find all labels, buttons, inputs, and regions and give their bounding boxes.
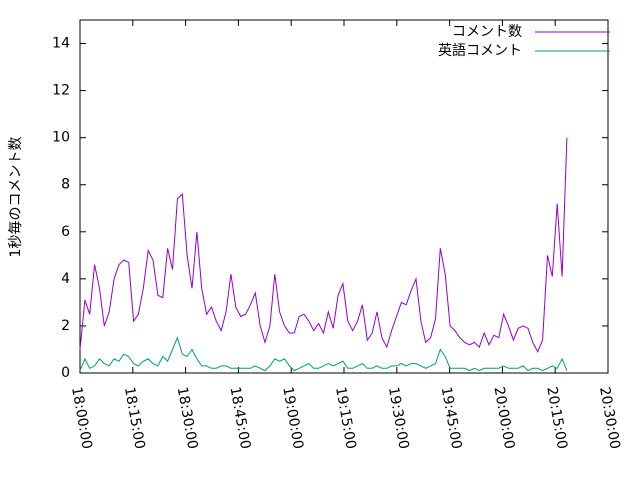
y-tick-label: 0 <box>61 365 70 381</box>
x-tick-label: 20:15:00 <box>543 386 570 451</box>
legend-label: コメント数 <box>452 24 522 40</box>
series-line <box>79 336 568 372</box>
x-tick-label: 18:00:00 <box>68 386 95 451</box>
y-tick-label: 4 <box>61 271 70 287</box>
x-tick-label: 18:45:00 <box>227 386 254 451</box>
y-tick-label: 14 <box>52 36 70 52</box>
y-tick-label: 6 <box>61 224 70 240</box>
x-tick-label: 20:30:00 <box>596 386 623 451</box>
x-tick-label: 19:15:00 <box>332 386 359 451</box>
y-tick-label: 10 <box>52 130 70 146</box>
x-tick-label: 20:00:00 <box>491 386 518 451</box>
y-tick-label: 8 <box>61 177 70 193</box>
series-line <box>79 137 568 353</box>
legend-label: 英語コメント <box>438 42 522 59</box>
x-tick-label: 19:00:00 <box>279 386 306 451</box>
y-tick-label: 2 <box>61 318 70 334</box>
y-tick-label: 12 <box>52 83 70 99</box>
x-tick-label: 18:30:00 <box>174 386 201 451</box>
x-tick-label: 19:45:00 <box>438 386 465 451</box>
plot-border <box>79 19 609 374</box>
y-axis-label: 1秒毎のコメント数 <box>8 137 24 258</box>
x-tick-label: 18:15:00 <box>121 386 148 451</box>
x-tick-label: 19:30:00 <box>385 386 412 451</box>
